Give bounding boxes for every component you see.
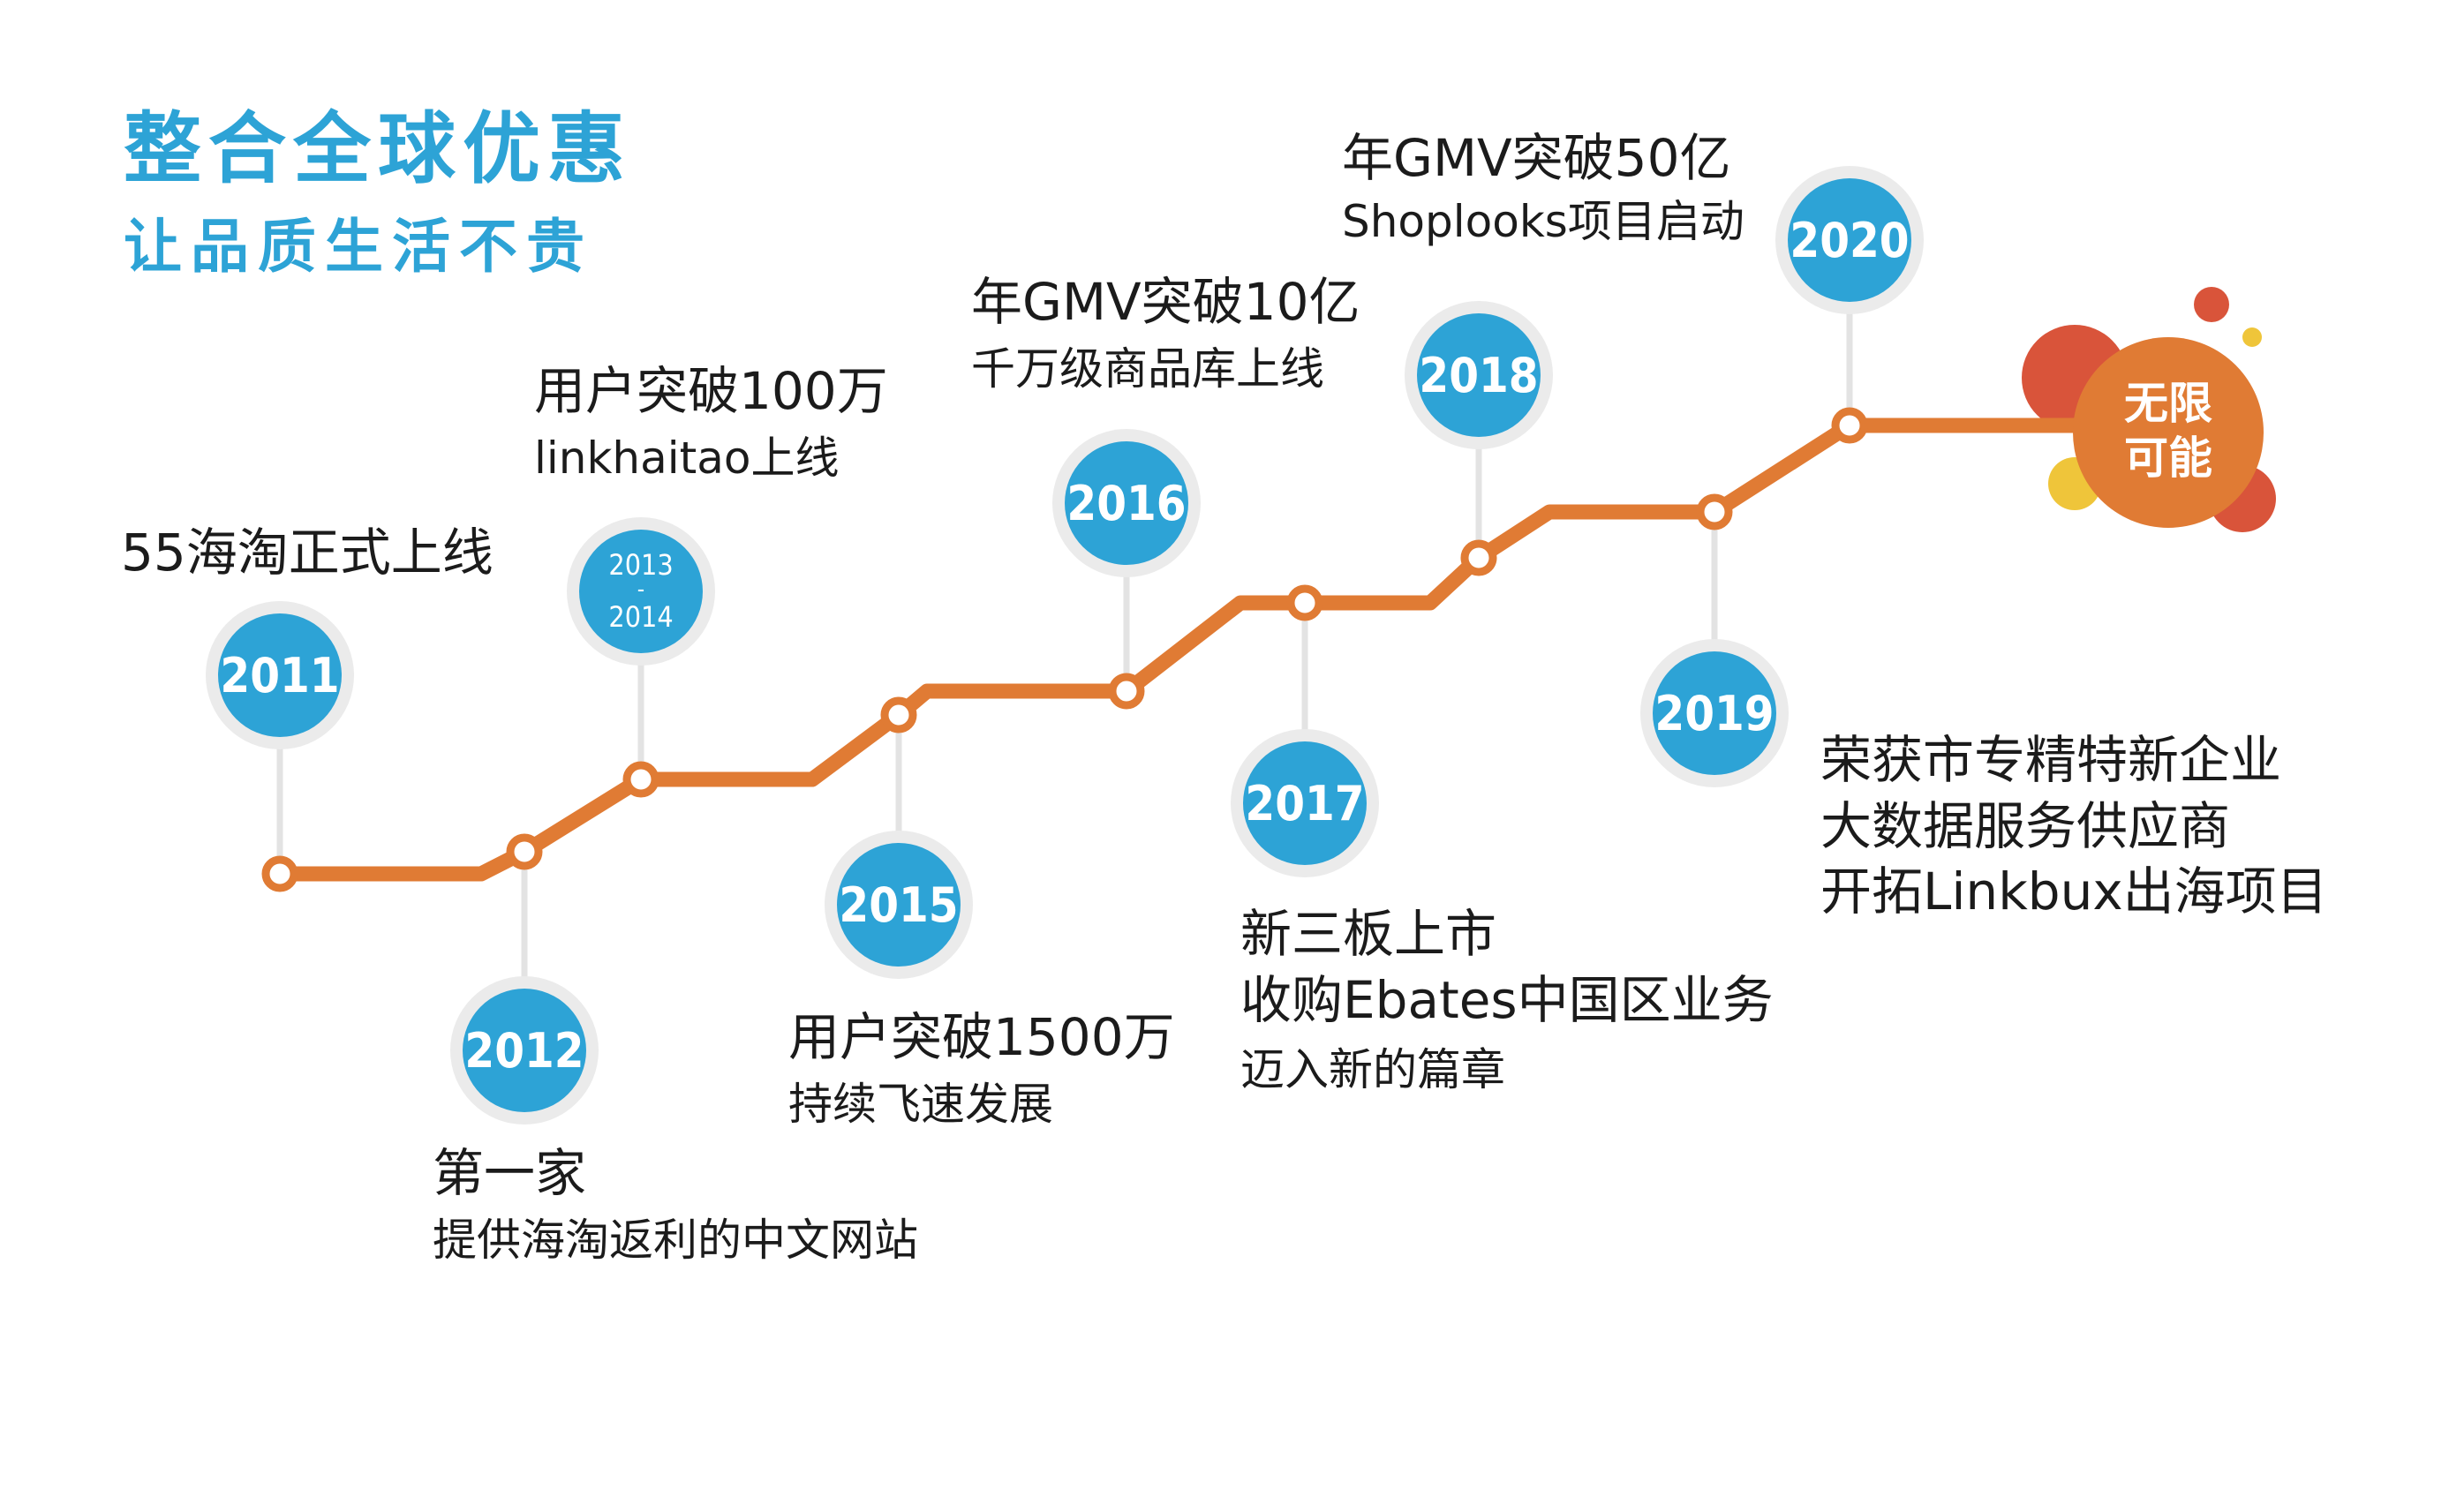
milestone-2017-text: 新三板上市 收购Ebates中国区业务 迈入新的篇章 [1240, 902, 1774, 1092]
year-label: 2011 [220, 648, 339, 703]
path-node-2013-2014 [622, 761, 659, 798]
page-subtitle: 让品质生活不贵 [124, 213, 593, 281]
path-node-2019 [1696, 493, 1733, 530]
path-node-2017 [1286, 584, 1323, 621]
year-circle-2017: 2017 [1231, 729, 1379, 877]
year-circle-2019: 2019 [1640, 639, 1789, 787]
milestone-detail: 迈入新的篇章 [1240, 1044, 1505, 1095]
year-label-bottom: 2014 [608, 600, 673, 634]
year-label: 2015 [839, 877, 958, 933]
milestone-detail: Shoplooks项目启动 [1342, 196, 1744, 247]
year-label-separator: - [637, 576, 644, 603]
year-circle-2013-2014: 2013 - 2014 [567, 517, 715, 666]
year-label: 2019 [1654, 686, 1774, 741]
decorative-bubble-yellow-dot [2242, 327, 2262, 347]
decorative-bubble-red-small [2194, 287, 2229, 322]
milestone-2011-text: 55海淘正式上线 [121, 527, 494, 578]
year-label: 2012 [464, 1023, 584, 1079]
milestone-2019-text: 荣获市专精特新企业 大数据服务供应商 开拓Linkbux出海项目 [1820, 728, 2328, 924]
path-node-2018 [1460, 539, 1497, 576]
milestone-headline-2: 收购Ebates中国区业务 [1240, 969, 1774, 1030]
year-circle-2016: 2016 [1052, 429, 1201, 577]
milestone-2015-text: 用户突破1500万 持续飞速发展 [788, 1012, 1175, 1126]
endpoint-circle: 无限 可能 [2073, 337, 2264, 528]
endpoint-label-line-2: 可能 [2124, 433, 2212, 484]
path-node-2020 [1831, 407, 1868, 444]
year-circle-2015: 2015 [825, 831, 973, 979]
milestone-headline: 年GMV突破10亿 [971, 272, 1360, 332]
year-label: 2017 [1245, 776, 1364, 831]
milestone-detail: 持续飞速发展 [788, 1079, 1053, 1130]
milestone-2013-2014-text: 用户突破100万 linkhaitao上线 [534, 365, 888, 480]
year-circle-2012: 2012 [450, 976, 599, 1125]
path-node-2012 [506, 833, 543, 870]
year-label: 2018 [1419, 348, 1538, 403]
path-node-2016 [1108, 673, 1145, 710]
milestone-headline: 用户突破1500万 [788, 1007, 1175, 1067]
milestone-detail: 提供海淘返利的中文网站 [433, 1215, 918, 1266]
milestone-headline: 第一家 [433, 1143, 587, 1203]
milestone-line-1: 荣获市专精特新企业 [1820, 730, 2282, 790]
year-label: 2016 [1066, 476, 1186, 531]
endpoint-label-line-1: 无限 [2124, 378, 2212, 429]
year-label: 2020 [1790, 213, 1909, 268]
milestone-line-3: 开拓Linkbux出海项目 [1820, 861, 2328, 921]
milestone-headline-1: 新三板上市 [1240, 904, 1497, 964]
milestone-headline: 55海淘正式上线 [121, 523, 494, 583]
milestone-2018-text: 年GMV突破50亿 Shoplooks项目启动 [1342, 132, 1744, 244]
page-title: 整合全球优惠 [124, 103, 633, 194]
milestone-2016-text: 年GMV突破10亿 千万级商品库上线 [971, 276, 1360, 391]
milestone-2012-text: 第一家 提供海淘返利的中文网站 [433, 1147, 918, 1262]
milestone-detail: linkhaitao上线 [534, 433, 840, 484]
year-circle-2020: 2020 [1775, 166, 1924, 314]
year-label-top: 2013 [608, 548, 673, 582]
milestone-line-2: 大数据服务供应商 [1820, 795, 2231, 856]
milestone-headline: 用户突破100万 [534, 361, 888, 421]
year-circle-2011: 2011 [206, 601, 354, 749]
year-circle-2018: 2018 [1405, 301, 1553, 449]
path-node-2011 [261, 855, 298, 892]
path-node-2015 [880, 696, 917, 733]
milestone-detail: 千万级商品库上线 [971, 343, 1324, 395]
milestone-headline: 年GMV突破50亿 [1342, 128, 1731, 188]
